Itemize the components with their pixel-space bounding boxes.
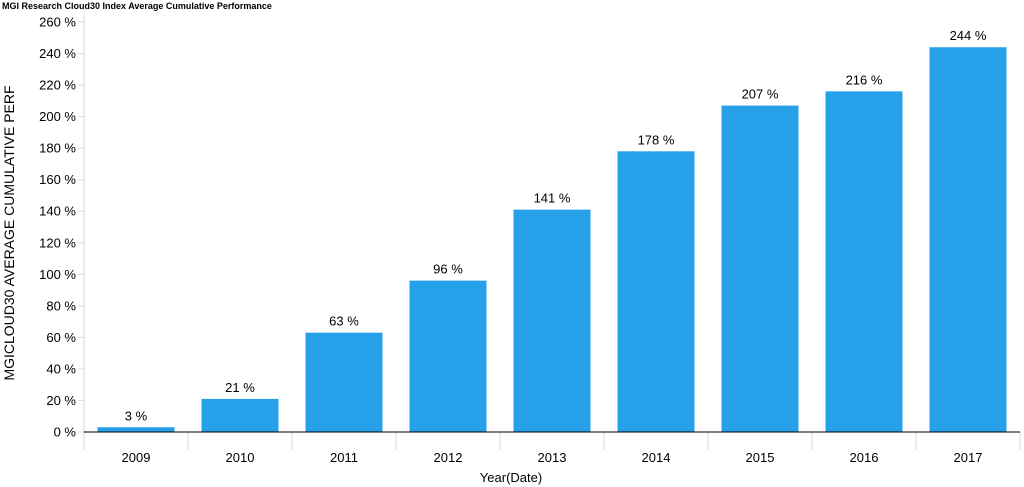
data-label: 96 %: [433, 262, 463, 277]
x-axis-ticks: 2009 2010 2011 2012 2013 2014 2015 2016 2017: [83, 432, 1021, 465]
data-labels: 3 % 21 % 63 % 96 % 141 % 178 % 207 % 216 % 244 %: [125, 28, 987, 423]
data-label: 244 %: [950, 28, 987, 43]
y-tick-label: 180 %: [39, 141, 76, 156]
x-tick-label: 2017: [954, 450, 983, 465]
chart-title: MGI Research Cloud30 Index Average Cumul…: [2, 1, 272, 11]
y-tick-label: 120 %: [39, 235, 76, 250]
data-label: 141 %: [534, 191, 571, 206]
bar-2011: [305, 332, 383, 432]
bar-2013: [513, 209, 591, 432]
y-tick-label: 220 %: [39, 78, 76, 93]
x-tick-label: 2013: [538, 450, 567, 465]
bar-2015: [721, 105, 799, 433]
data-label: 207 %: [742, 87, 779, 102]
y-tick-label: 140 %: [39, 204, 76, 219]
x-tick-label: 2009: [122, 450, 151, 465]
bar-2017: [929, 47, 1007, 432]
x-tick-label: 2014: [642, 450, 671, 465]
bars: [97, 47, 1007, 433]
y-tick-label: 240 %: [39, 46, 76, 61]
data-label: 216 %: [846, 72, 883, 87]
y-tick-label: 60 %: [46, 330, 76, 345]
y-tick-label: 160 %: [39, 172, 76, 187]
bar-2016: [825, 91, 903, 432]
y-tick-label: 40 %: [46, 361, 76, 376]
y-tick-label: 200 %: [39, 109, 76, 124]
x-tick-label: 2011: [330, 450, 358, 465]
x-tick-label: 2016: [850, 450, 879, 465]
y-tick-label: 20 %: [46, 393, 76, 408]
data-label: 21 %: [225, 380, 255, 395]
y-tick-label: 260 %: [39, 15, 76, 30]
y-tick-label: 0 %: [54, 425, 77, 440]
y-tick-label: 80 %: [46, 298, 76, 313]
y-axis-title: MGICLOUD30 AVERAGE CUMULATIVE PERF: [1, 85, 17, 380]
y-tick-label: 100 %: [39, 267, 76, 282]
x-tick-label: 2015: [746, 450, 775, 465]
bar-2009: [97, 427, 175, 432]
bar-2014: [617, 151, 695, 433]
data-label: 178 %: [638, 132, 675, 147]
x-tick-label: 2012: [434, 450, 463, 465]
bar-2012: [409, 280, 487, 432]
data-label: 63 %: [329, 314, 359, 329]
bar-2010: [201, 398, 279, 432]
x-tick-label: 2010: [226, 450, 255, 465]
x-axis-title: Year(Date): [480, 470, 542, 485]
data-label: 3 %: [125, 408, 148, 423]
y-axis-ticks: 0 % 20 % 40 % 60 % 80 % 100 % 120 % 140 % 160 % 1…: [39, 15, 84, 440]
